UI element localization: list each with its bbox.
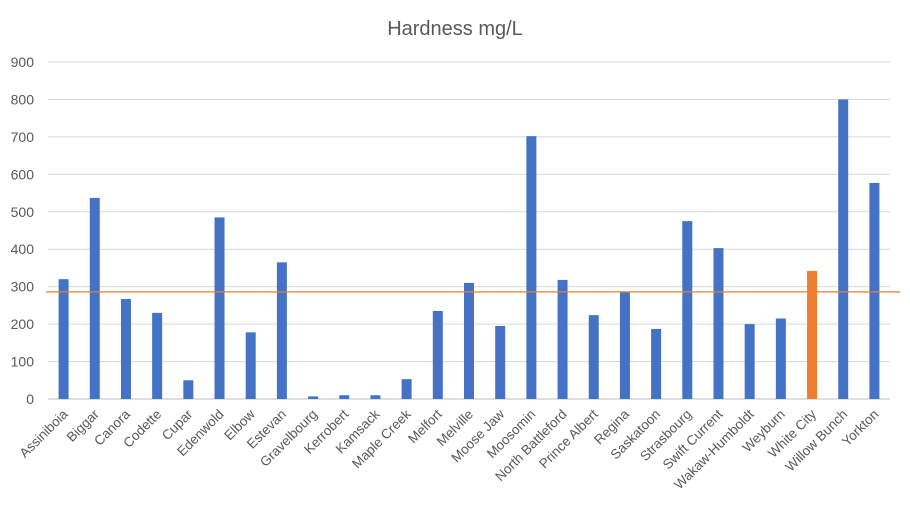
bar xyxy=(838,99,849,399)
y-tick-label: 700 xyxy=(11,129,35,145)
chart-title: Hardness mg/L xyxy=(387,18,523,40)
bar xyxy=(245,332,256,399)
x-tick-label: Assiniboia xyxy=(17,406,71,460)
y-tick-label: 100 xyxy=(11,354,35,370)
bar xyxy=(869,182,880,399)
y-tick-label: 500 xyxy=(11,204,35,220)
bar xyxy=(58,279,69,399)
bar xyxy=(401,379,412,399)
bar xyxy=(744,324,755,399)
bar xyxy=(807,270,818,399)
bar xyxy=(370,395,381,399)
y-tick-label: 800 xyxy=(11,91,35,107)
y-tick-label: 300 xyxy=(11,279,35,295)
y-tick-label: 400 xyxy=(11,241,35,257)
bar xyxy=(308,396,319,399)
bar xyxy=(588,315,599,399)
bar xyxy=(276,262,287,399)
y-tick-label: 0 xyxy=(26,391,34,407)
y-tick-label: 200 xyxy=(11,316,35,332)
bar xyxy=(682,221,693,399)
y-tick-label: 900 xyxy=(11,54,35,70)
bar xyxy=(464,282,474,399)
bars xyxy=(58,99,880,399)
bar xyxy=(120,299,131,399)
bar xyxy=(495,325,506,399)
bar xyxy=(339,395,350,399)
bar xyxy=(619,292,630,399)
bar xyxy=(651,328,662,399)
y-axis-ticks: 0 100 200 300 400 500 600 700 800 900 xyxy=(11,54,35,407)
x-axis-ticks: AssiniboiaBiggarCanoraCodetteCuparEdenwo… xyxy=(17,406,882,492)
bar xyxy=(214,217,225,399)
bar xyxy=(89,197,100,399)
bar xyxy=(775,318,786,399)
y-tick-label: 600 xyxy=(11,166,35,182)
bar xyxy=(526,136,537,399)
bar xyxy=(152,312,163,399)
bar xyxy=(432,311,443,399)
bar xyxy=(557,279,568,399)
bar xyxy=(713,248,724,399)
bar xyxy=(183,380,194,399)
